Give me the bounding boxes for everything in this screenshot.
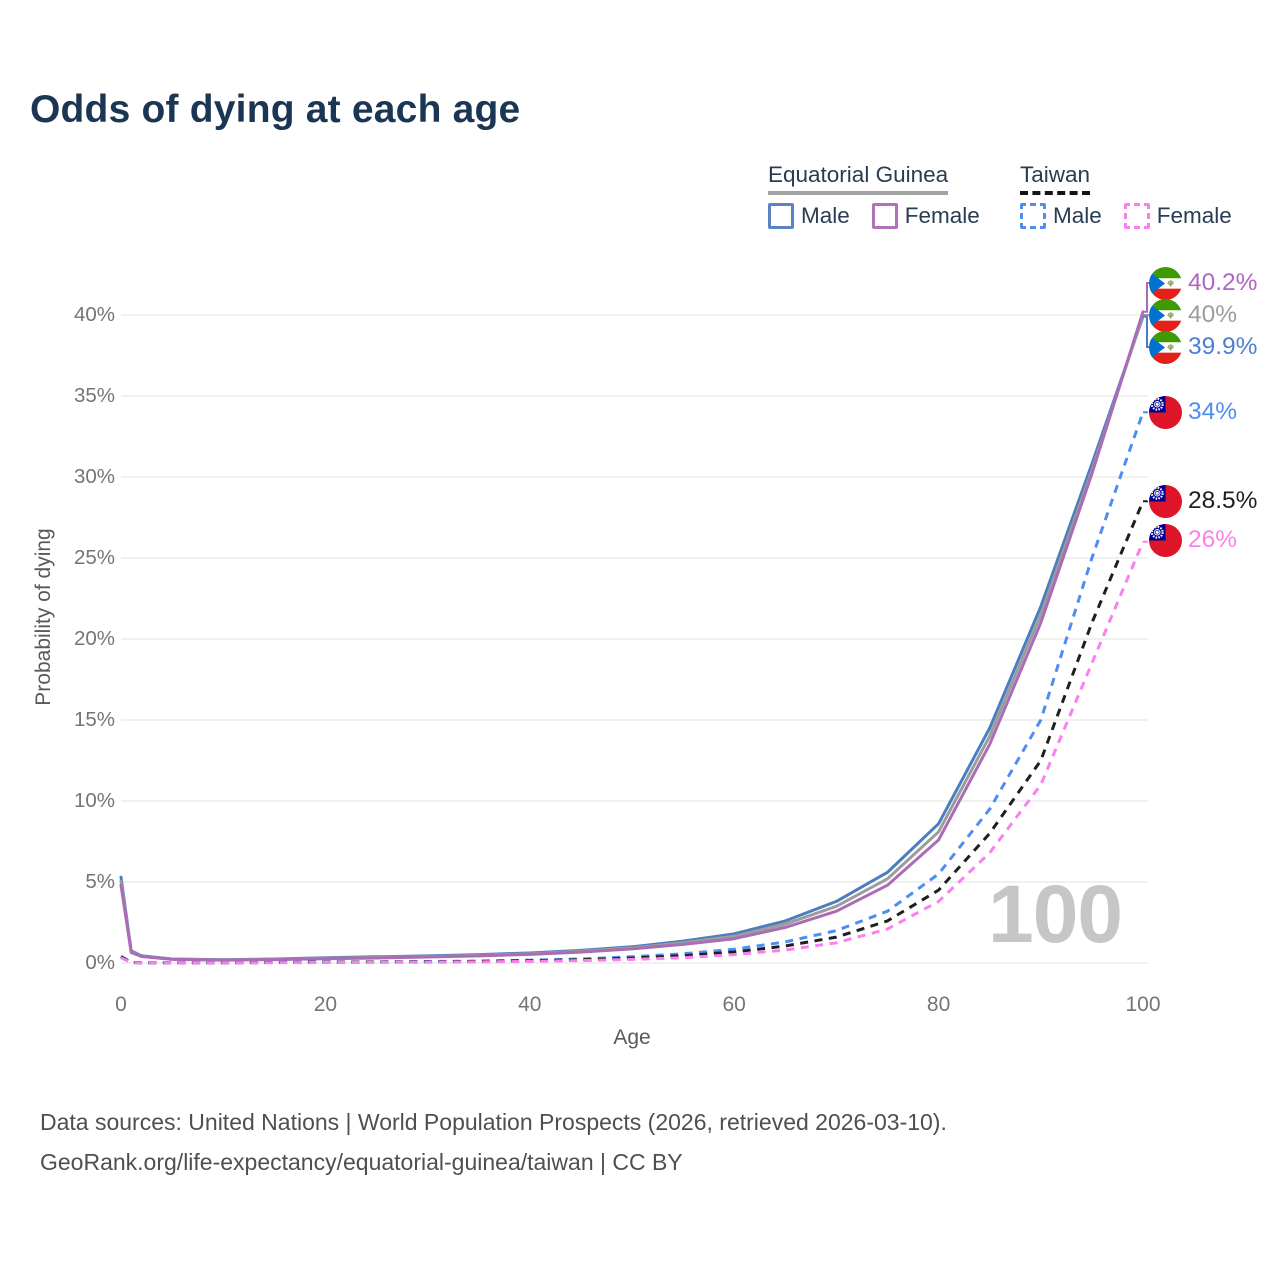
y-tick-label: 40% <box>73 303 115 326</box>
x-tick-label: 60 <box>722 993 746 1016</box>
legend-item-gq-female[interactable]: Female <box>871 203 980 229</box>
legend-item-label: Male <box>801 203 850 228</box>
line-equatorial-guinea-female <box>119 310 1145 962</box>
series-lines <box>119 310 1145 965</box>
y-tick-label: 0% <box>85 951 115 974</box>
source-footer: Data sources: United Nations | World Pop… <box>40 1102 947 1182</box>
y-tick-label: 10% <box>73 789 115 812</box>
end-label-tw-male: 34% <box>1149 395 1237 429</box>
y-tick-label: 15% <box>73 708 115 731</box>
end-label-gq-both: 40% <box>1149 298 1237 332</box>
legend-item-tw-male[interactable]: Male <box>1020 203 1102 229</box>
end-label-connector <box>1143 539 1149 543</box>
y-tick-label: 30% <box>73 465 115 488</box>
legend-item-tw-female[interactable]: Female <box>1123 203 1232 229</box>
attribution-line: GeoRank.org/life-expectancy/equatorial-g… <box>40 1149 683 1175</box>
equatorial-guinea-flag-icon <box>1149 299 1182 332</box>
equatorial-guinea-flag-icon <box>1149 267 1182 300</box>
legend-item-label: Female <box>904 203 980 228</box>
legend-group-title-taiwan: Taiwan <box>1020 162 1091 195</box>
end-label-value: 34% <box>1188 398 1238 425</box>
gq-female-line-swatch-icon <box>871 203 898 229</box>
legend-item-label: Male <box>1053 203 1102 228</box>
legend-items-equatorial-guinea: Male Female <box>768 203 980 229</box>
x-axis-title: Age <box>613 1026 651 1049</box>
legend-item-gq-male[interactable]: Male <box>768 203 850 229</box>
y-tick-label: 5% <box>85 870 115 893</box>
line-equatorial-guinea-both <box>119 313 1145 962</box>
page-title: Odds of dying at each age <box>30 88 521 131</box>
end-label-value: 26% <box>1188 526 1238 553</box>
y-axis-title: Probability of dying <box>32 528 55 706</box>
end-label-gq-female: 40.2% <box>1149 266 1257 300</box>
gridlines <box>121 314 1148 964</box>
tw-male-line-swatch-icon <box>1020 203 1046 229</box>
taiwan-flag-icon <box>1149 485 1182 518</box>
end-label-value: 28.5% <box>1188 487 1258 514</box>
legend-items-taiwan: Male Female <box>1020 203 1232 229</box>
end-label-value: 40.2% <box>1188 269 1258 296</box>
taiwan-flag-icon <box>1149 396 1182 429</box>
x-tick-label: 0 <box>115 993 127 1016</box>
legend-group-taiwan: Taiwan Male Female <box>1020 162 1232 229</box>
x-tick-label: 100 <box>1125 993 1161 1016</box>
y-tick-label: 35% <box>73 384 115 407</box>
end-label-connector <box>1143 315 1149 348</box>
y-tick-label: 25% <box>73 546 115 569</box>
end-label-gq-male: 39.9% <box>1149 330 1257 364</box>
line-equatorial-guinea-male <box>119 315 1145 962</box>
gq-male-line-swatch-icon <box>768 203 794 229</box>
legend-item-label: Female <box>1156 203 1232 228</box>
x-tick-label: 40 <box>518 993 542 1016</box>
data-sources-line: Data sources: United Nations | World Pop… <box>40 1109 947 1135</box>
taiwan-flag-icon <box>1149 524 1182 557</box>
hover-age-watermark: 100 <box>988 869 1123 960</box>
label-connectors <box>1143 282 1149 543</box>
x-tick-label: 80 <box>926 993 951 1016</box>
legend-group-equatorial-guinea: Equatorial Guinea Male Female <box>768 162 980 229</box>
x-tick-label: 20 <box>313 993 338 1016</box>
equatorial-guinea-flag-icon <box>1149 331 1182 364</box>
end-label-tw-both: 28.5% <box>1149 484 1257 518</box>
tw-female-line-swatch-icon <box>1123 203 1150 229</box>
end-label-value: 40% <box>1188 301 1238 328</box>
legend-group-title-equatorial-guinea: Equatorial Guinea <box>768 162 949 195</box>
end-label-value: 39.9% <box>1188 333 1258 360</box>
end-label-connector <box>1143 282 1149 313</box>
end-label-tw-female: 26% <box>1149 523 1237 557</box>
line-taiwan-both <box>120 500 1145 965</box>
y-tick-label: 20% <box>73 627 115 650</box>
